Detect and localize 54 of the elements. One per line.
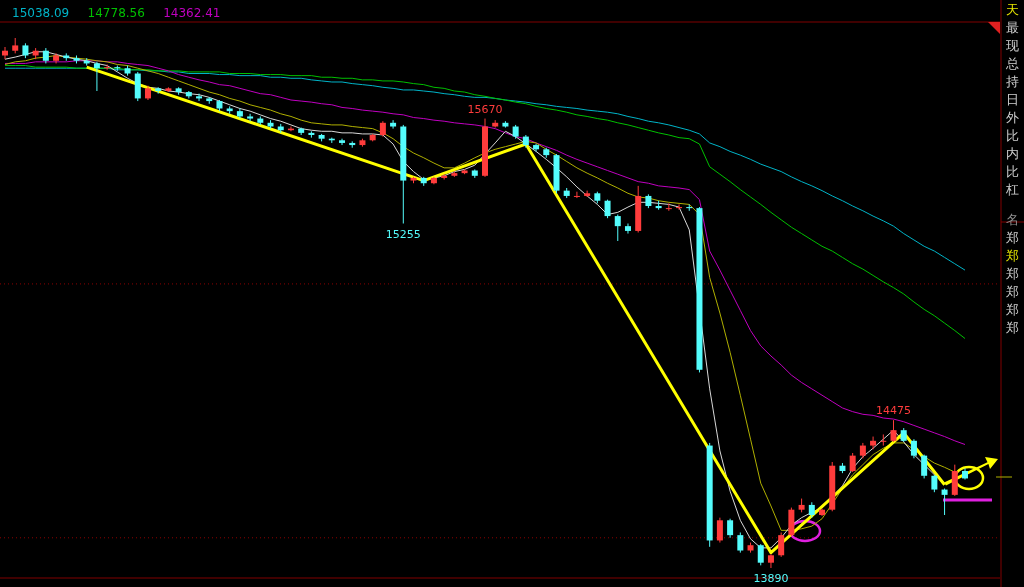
candlestick: [665, 202, 672, 212]
candlestick: [778, 531, 785, 558]
candlestick: [584, 190, 591, 198]
text: 郑: [1005, 248, 1019, 263]
text: 持: [1005, 74, 1019, 89]
candlestick: [951, 464, 958, 497]
text: 天: [1005, 2, 1019, 17]
text: 郑: [1005, 302, 1019, 317]
text: 15038.09: [12, 6, 70, 20]
candlestick: [390, 119, 397, 130]
text: 郑: [1005, 284, 1019, 299]
text: 外: [1005, 110, 1019, 125]
candlestick: [757, 543, 764, 566]
text: 比: [1005, 128, 1019, 143]
text: 总: [1004, 56, 1019, 71]
text: 日: [1005, 92, 1019, 107]
text: 郑: [1005, 230, 1019, 245]
candlestick: [921, 454, 928, 479]
candlestick: [716, 517, 723, 544]
candlestick: [247, 113, 254, 122]
candlestick: [941, 488, 948, 516]
candlestick: [624, 223, 631, 235]
candlestick: [880, 433, 887, 447]
candlestick: [104, 64, 111, 71]
candlestick: [910, 438, 917, 459]
text: 郑: [1005, 320, 1019, 335]
candlestick: [870, 436, 877, 450]
annotation: 13890: [753, 572, 789, 585]
text: 郑: [1005, 266, 1019, 281]
candlestick: [604, 199, 611, 219]
candlestick: [614, 213, 621, 242]
candlestick: [686, 203, 693, 212]
candlestick: [236, 107, 243, 120]
candlestick: [737, 531, 744, 554]
annotation: 14475: [876, 404, 912, 418]
candlestick: [441, 173, 448, 181]
candlestick: [339, 138, 346, 146]
candlestick: [727, 518, 734, 539]
candlestick: [676, 203, 683, 211]
candlestick: [93, 61, 100, 92]
candlestick: [573, 191, 580, 199]
text: 最: [1005, 20, 1019, 35]
text: 14778.56: [87, 6, 145, 20]
text: 名: [1005, 212, 1019, 227]
candlestick: [890, 419, 897, 443]
text: 比: [1005, 164, 1019, 179]
text: 现: [1005, 38, 1019, 53]
text: 杠: [1004, 182, 1019, 197]
candlestick: [849, 452, 856, 473]
candlestick: [196, 93, 203, 102]
text: 14362.41: [163, 6, 221, 20]
text: 内: [1005, 146, 1019, 161]
annotation: 15255: [385, 227, 421, 241]
annotation: 15670: [467, 102, 503, 116]
